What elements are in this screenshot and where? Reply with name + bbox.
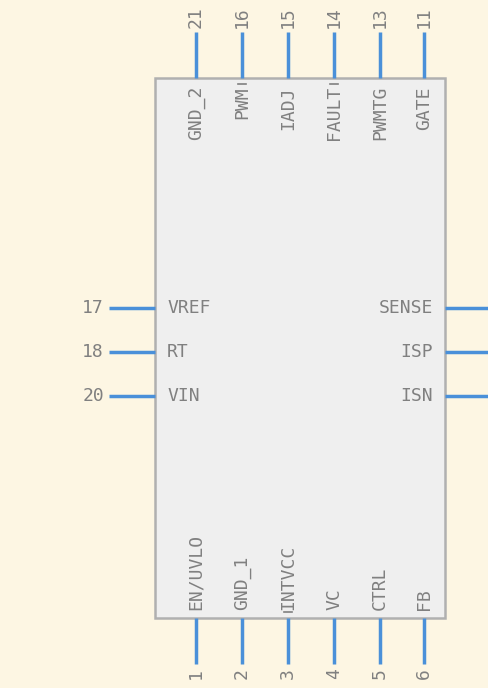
- Text: CTRL: CTRL: [371, 566, 389, 610]
- Text: 14: 14: [325, 6, 343, 28]
- Text: 3: 3: [279, 668, 297, 679]
- Text: 4: 4: [325, 668, 343, 679]
- Text: ISN: ISN: [400, 387, 433, 405]
- Text: 21: 21: [187, 6, 205, 28]
- Text: 2: 2: [233, 668, 251, 679]
- Text: SENSE: SENSE: [379, 299, 433, 317]
- Text: IADJ: IADJ: [279, 86, 297, 129]
- Text: VREF: VREF: [167, 299, 210, 317]
- Text: 17: 17: [82, 299, 104, 317]
- Text: 20: 20: [82, 387, 104, 405]
- Text: EN/UVLO: EN/UVLO: [187, 534, 205, 610]
- Text: FB: FB: [415, 588, 433, 610]
- Text: ISP: ISP: [400, 343, 433, 361]
- Text: PWMTG: PWMTG: [371, 86, 389, 140]
- Text: 6: 6: [415, 668, 433, 679]
- Text: GND_1: GND_1: [233, 556, 251, 610]
- Text: VC: VC: [325, 588, 343, 610]
- Text: INTVCC: INTVCC: [279, 545, 297, 610]
- Text: PWM: PWM: [233, 86, 251, 118]
- Text: 5: 5: [371, 668, 389, 679]
- Text: VIN: VIN: [167, 387, 200, 405]
- Text: 15: 15: [279, 6, 297, 28]
- Text: 1: 1: [187, 668, 205, 679]
- Text: GATE: GATE: [415, 86, 433, 129]
- Text: 11: 11: [415, 6, 433, 28]
- Text: 18: 18: [82, 343, 104, 361]
- Text: RT: RT: [167, 343, 189, 361]
- Text: FAULT: FAULT: [325, 86, 343, 140]
- Bar: [155, 78, 445, 618]
- Text: GND_2: GND_2: [187, 86, 205, 140]
- Text: 13: 13: [371, 6, 389, 28]
- Text: 16: 16: [233, 6, 251, 28]
